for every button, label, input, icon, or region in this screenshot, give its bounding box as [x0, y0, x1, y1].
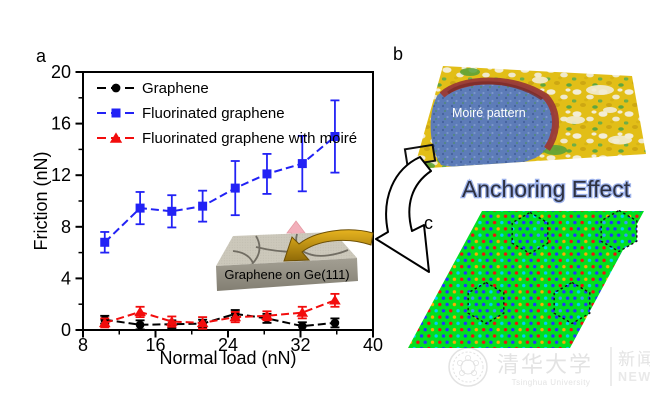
panel-c-label: c: [424, 213, 433, 233]
x-tick-label: 8: [78, 335, 88, 355]
panel-b-label: b: [393, 44, 403, 64]
inset-caption: Graphene on Ge(111): [224, 267, 349, 282]
anchoring-effect-caption: Anchoring Effect: [462, 176, 631, 202]
moire-rim-dark: [447, 81, 543, 101]
afm-topography-image: b Moiré pattern: [393, 44, 646, 169]
slab-front-face: [216, 258, 358, 291]
watermark: 清华大学 Tsinghua University 新闻 NEWS: [448, 347, 650, 387]
afm-highlights: [532, 76, 632, 145]
moire-region: [430, 80, 556, 168]
friction-chart: a 8 16 24 32 40 0 4 8 12 16 20 Friction (nN) Norma…: [31, 46, 383, 368]
y-tick-label: 16: [51, 114, 71, 134]
series-fluorinated-graphene-with-moir-: [98, 292, 341, 330]
x-axis-title: Normal load (nN): [159, 348, 296, 368]
legend-marker-triangle: [109, 132, 123, 143]
legend-label-fluorinated: Fluorinated graphene: [142, 105, 285, 122]
x-tick-label: 24: [218, 335, 238, 355]
y-tick-label: 4: [61, 268, 71, 288]
chart-legend: Graphene Fluorinated graphene Fluorinate…: [97, 80, 357, 147]
watermark-news-cn: 新闻: [618, 350, 650, 370]
moire-pattern-label: Moiré pattern: [452, 106, 526, 120]
legend-marker-square: [111, 108, 121, 118]
gold-sweep-arrow-icon: [283, 229, 374, 262]
y-tick-label: 12: [51, 165, 71, 185]
legend-label-graphene: Graphene: [142, 80, 209, 97]
watermark-news-en: NEWS: [618, 370, 650, 384]
plot-frame: [82, 71, 374, 331]
watermark-university-cn: 清华大学: [497, 353, 593, 378]
legend-item-fluorinated-moire: Fluorinated graphene with moiré: [97, 130, 357, 147]
y-tick-label: 20: [51, 62, 71, 82]
x-tick-label: 16: [145, 335, 165, 355]
legend-item-fluorinated-graphene: Fluorinated graphene: [97, 105, 285, 122]
panel-a-label: a: [36, 46, 47, 66]
curved-zoom-arrow-icon: [375, 156, 432, 273]
moire-lattice-model: c: [408, 209, 644, 348]
axis-ticks: 8 16 24 32 40 0 4 8 12 16 20: [51, 62, 383, 355]
x-tick-label: 40: [363, 335, 383, 355]
legend-item-graphene: Graphene: [97, 80, 209, 97]
y-tick-label: 0: [61, 320, 71, 340]
watermark-university-en: Tsinghua University: [512, 378, 591, 387]
series-fluorinated-graphene: [100, 99, 340, 254]
tsinghua-seal-icon: [448, 347, 488, 387]
moire-unit-hexagons: [467, 209, 638, 325]
legend-marker-circle: [111, 83, 121, 93]
inset-illustration: Graphene on Ge(111): [216, 220, 374, 291]
y-tick-label: 8: [61, 217, 71, 237]
x-tick-label: 32: [290, 335, 310, 355]
legend-label-moire: Fluorinated graphene with moiré: [142, 130, 357, 147]
chart-series-layer: [98, 99, 341, 331]
y-axis-title: Friction (nN): [31, 151, 51, 250]
